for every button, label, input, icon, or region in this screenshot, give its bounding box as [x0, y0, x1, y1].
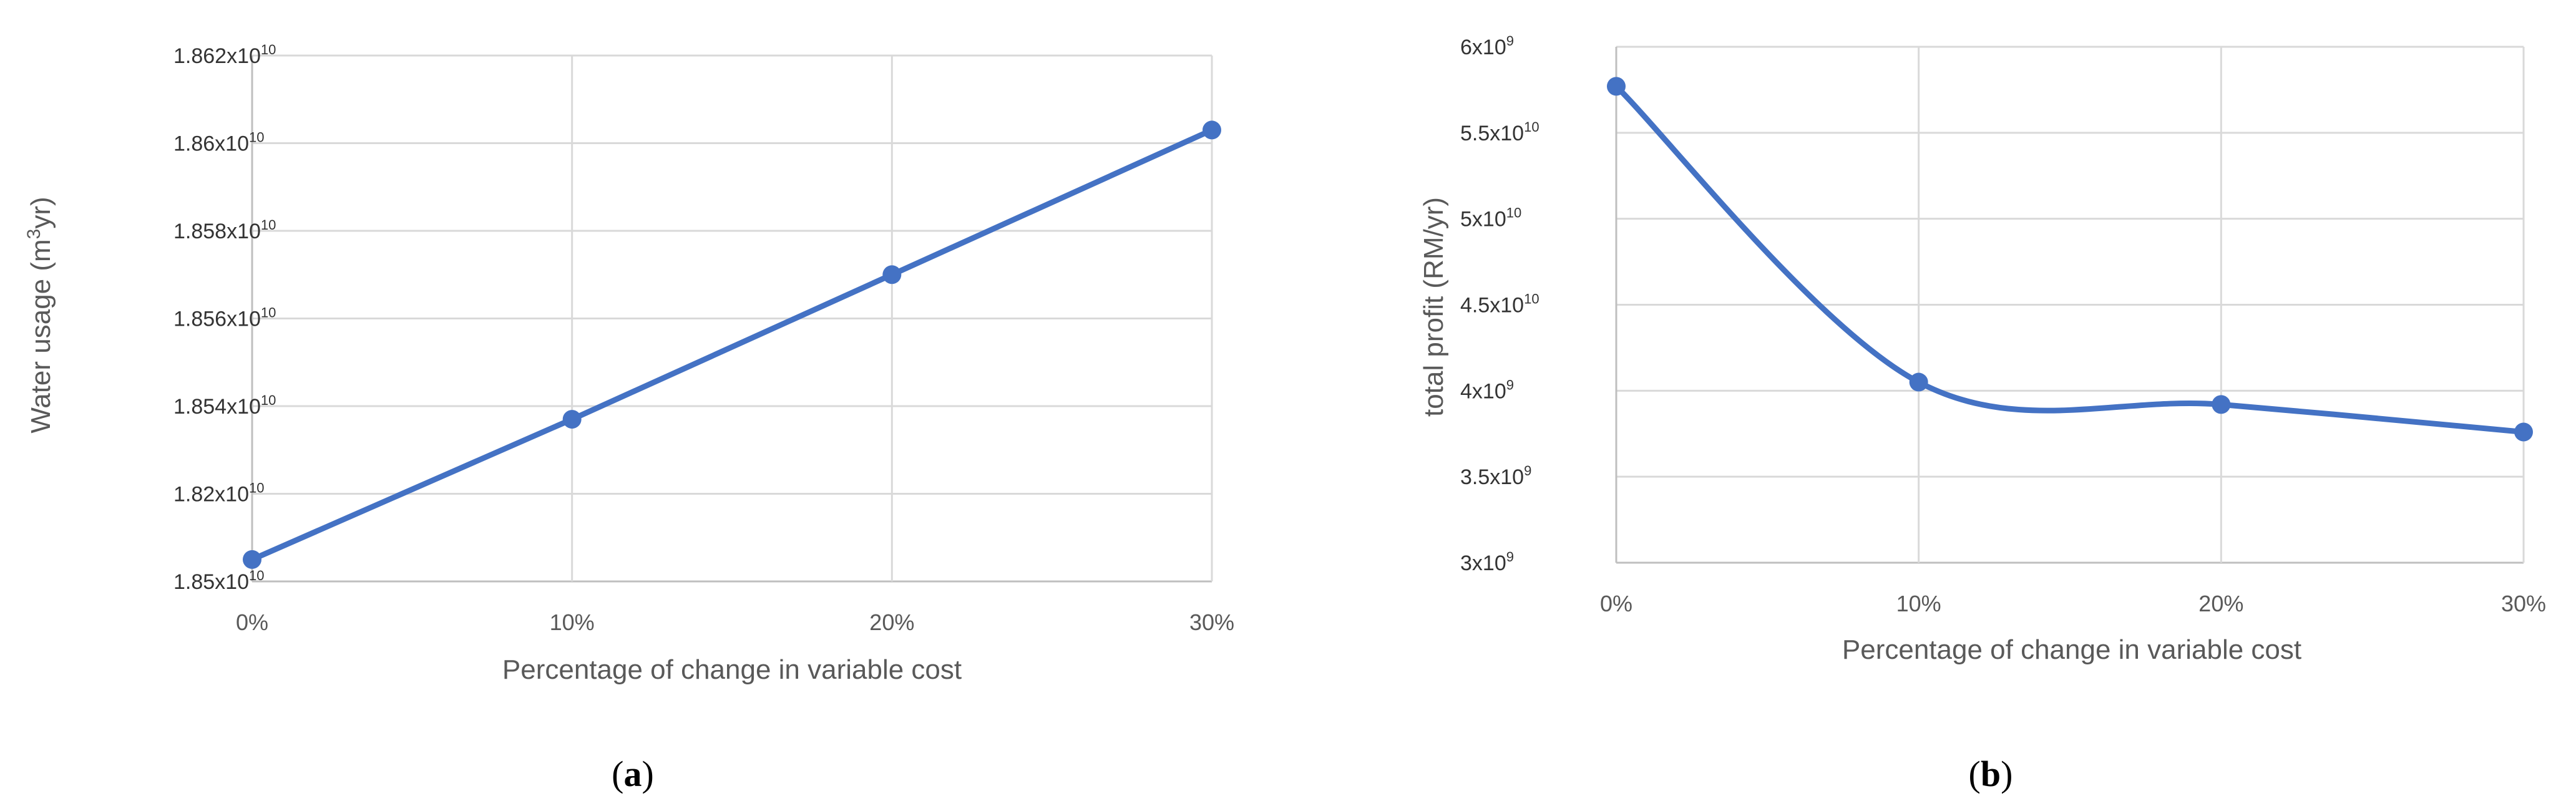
chart-panel-a: 1.862x1010 1.86x1010 1.858x1010 1.856x1010 1… [24, 42, 1234, 794]
chart-panel-b: 6x109 5.5x1010 5x1010 4.5x1010 4x109 3.5x109 3… [1418, 33, 2546, 794]
data-line [249, 127, 1215, 563]
data-point-marker [1607, 77, 1626, 96]
y-tick-label: 1.82x1010 [173, 480, 264, 507]
y-tick-label: 1.85x1010 [173, 568, 264, 594]
x-tick-label: 30% [2501, 591, 2546, 616]
y-tick-label: 3.5x109 [1460, 463, 1531, 489]
y-tick-label: 1.858x1010 [173, 217, 276, 243]
y-tick-label: 1.862x1010 [173, 42, 276, 68]
y-tick-label: 5.5x1010 [1460, 119, 1539, 145]
gridlines [251, 54, 1213, 583]
x-axis-ticks: 0% 10% 20% 30% [1600, 591, 2546, 616]
data-point-marker [562, 410, 582, 429]
data-point-marker [243, 550, 261, 569]
x-tick-label: 30% [1189, 609, 1234, 635]
y-tick-label: 3x109 [1460, 549, 1514, 575]
y-axis-title: Water usage (m3yr) [24, 197, 56, 433]
x-axis-title: Percentage of change in variable cost [502, 654, 962, 685]
gridlines [1615, 46, 2525, 564]
x-tick-label: 20% [869, 609, 914, 635]
data-point-marker [1203, 120, 1221, 140]
x-tick-label: 0% [236, 609, 268, 635]
x-tick-label: 0% [1600, 591, 1632, 616]
y-tick-label: 5x1010 [1460, 205, 1521, 231]
y-tick-label: 4x109 [1460, 377, 1514, 403]
data-point-marker [2212, 395, 2231, 414]
x-tick-label: 20% [2198, 591, 2243, 616]
data-point-marker [882, 265, 902, 284]
x-axis-title: Percentage of change in variable cost [1842, 634, 2301, 665]
y-tick-label: 4.5x1010 [1460, 291, 1539, 318]
panel-label-a: (a) [612, 754, 654, 794]
data-line [1613, 83, 2527, 435]
y-tick-label: 6x109 [1460, 33, 1514, 59]
panel-label-b: (b) [1969, 754, 2013, 794]
y-tick-label: 1.854x1010 [173, 392, 276, 419]
data-markers [243, 120, 1221, 569]
y-tick-label: 1.86x1010 [173, 130, 264, 156]
x-tick-label: 10% [1896, 591, 1941, 616]
y-tick-label: 1.856x1010 [173, 305, 276, 331]
y-axis-ticks: 6x109 5.5x1010 5x1010 4.5x1010 4x109 3.5x109 3… [1460, 33, 1539, 575]
y-axis-ticks: 1.862x1010 1.86x1010 1.858x1010 1.856x1010 1… [173, 42, 276, 594]
y-axis-title: total profit (RM/yr) [1418, 197, 1449, 417]
data-point-marker [2514, 422, 2533, 442]
x-axis-ticks: 0% 10% 20% 30% [236, 609, 1234, 635]
data-markers [1607, 77, 2533, 442]
data-point-marker [1909, 372, 1928, 392]
x-tick-label: 10% [550, 609, 595, 635]
